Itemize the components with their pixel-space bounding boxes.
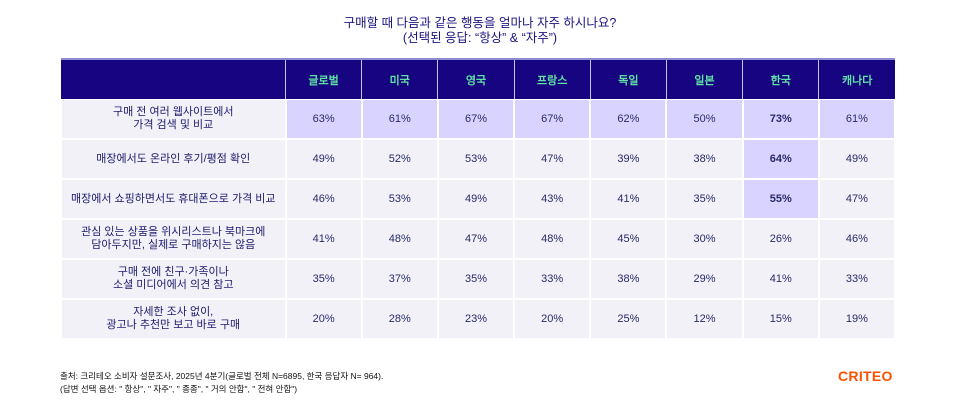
row-label: 매장에서도 온라인 후기/평점 확인 [60,138,287,180]
row-label-line: 매장에서도 온라인 후기/평점 확인 [96,152,251,165]
value-cell: 67% [513,99,592,140]
value-cell: 35% [436,258,516,300]
value-cell: 64% [741,138,820,180]
value-cell: 55% [741,178,820,220]
value-cell: 49% [284,138,363,180]
value-cell: 41% [284,218,363,260]
row-label: 구매 전 여러 웹사이트에서 가격 검색 및 비교 [60,99,287,140]
column-header: 일본 [665,58,743,100]
header-empty [61,58,286,100]
column-header: 프랑스 [513,58,591,100]
table-row: 자세한 조사 없이, 광고나 추천만 보고 바로 구매 20% 28% 23% 20% 25… [60,298,897,340]
row-label-line: 가격 검색 및 비교 [133,119,214,131]
column-header: 독일 [589,58,667,100]
value-cell: 20% [513,298,592,340]
table-row: 구매 전에 친구·가족이나 소셜 미디어에서 의견 참고 35% 37% 35% 33% 3… [60,258,897,300]
value-cell: 33% [817,258,897,300]
value-cell: 41% [741,258,820,300]
value-cell: 48% [513,218,592,260]
value-cell: 33% [513,258,592,300]
column-header: 한국 [742,58,819,100]
row-label-line: 구매 전에 친구·가족이나 [117,266,229,278]
title-line: 구매할 때 다음과 같은 행동을 얼마나 자주 하시나요? [343,16,617,30]
value-cell: 53% [360,178,439,220]
row-label-line: 관심 있는 상품을 위시리스트나 북마크에 [81,226,266,238]
column-header: 미국 [361,58,438,100]
value-cell: 73% [741,99,820,140]
footnote-source: 출처: 크리테오 소비자 설문조사, 2025년 4분기(글로벌 전체 N=68… [60,371,384,381]
value-cell: 35% [284,258,363,300]
chart-title: 구매할 때 다음과 같은 행동을 얼마나 자주 하시나요? (선택된 응답: “… [0,16,960,46]
value-cell: 41% [589,178,668,220]
column-header: 글로벌 [284,58,362,100]
value-cell: 47% [436,218,516,260]
row-label: 자세한 조사 없이, 광고나 추천만 보고 바로 구매 [60,298,287,340]
value-cell: 50% [665,99,744,140]
table-row: 매장에서도 온라인 후기/평점 확인 49% 52% 53% 47% 39% 38% 64% 4… [60,138,897,180]
value-cell: 25% [589,298,668,340]
row-label-line: 자세한 조사 없이, [133,306,214,318]
value-cell: 43% [513,178,592,220]
row-label-line: 구매 전 여러 웹사이트에서 [113,106,234,118]
value-cell: 47% [817,178,897,220]
table-row: 구매 전 여러 웹사이트에서 가격 검색 및 비교 63% 61% 67% 67% 62% 5… [60,99,897,140]
value-cell: 39% [589,138,668,180]
criteo-logo: CRITEO [838,368,893,384]
value-cell: 49% [436,178,516,220]
value-cell: 29% [665,258,744,300]
row-label: 매장에서 쇼핑하면서도 휴대폰으로 가격 비교 [60,178,287,220]
row-label-line: 담아두지만, 실제로 구매하지는 않음 [91,239,256,251]
value-cell: 38% [665,138,744,180]
table-row: 관심 있는 상품을 위시리스트나 북마크에 담아두지만, 실제로 구매하지는 않음… [60,218,897,260]
row-label: 구매 전에 친구·가족이나 소셜 미디어에서 의견 참고 [60,258,287,300]
value-cell: 53% [436,138,516,180]
value-cell: 49% [817,138,897,180]
value-cell: 23% [436,298,516,340]
row-label: 관심 있는 상품을 위시리스트나 북마크에 담아두지만, 실제로 구매하지는 않음 [60,218,287,260]
row-label-line: 매장에서 쇼핑하면서도 휴대폰으로 가격 비교 [70,192,276,205]
value-cell: 61% [360,99,439,140]
table-row: 매장에서 쇼핑하면서도 휴대폰으로 가격 비교 46% 53% 49% 43% 41% 35… [60,178,897,220]
value-cell: 62% [589,99,668,140]
subtitle-line: (선택된 응답: “항상” & “자주”) [402,31,558,45]
value-cell: 20% [284,298,363,340]
data-table: 글로벌 미국 영국 프랑스 독일 일본 한국 캐나다 구매 전 여러 웹사이트에서 가격 검색 … [60,58,897,340]
value-cell: 26% [741,218,820,260]
header-row: 글로벌 미국 영국 프랑스 독일 일본 한국 캐나다 [61,58,895,100]
value-cell: 38% [589,258,668,300]
footnote-options: (답변 선택 옵션: " 항상", " 자주", " 종종", " 거의 안함"… [60,384,298,394]
value-cell: 46% [284,178,363,220]
row-label-line: 소셜 미디어에서 의견 참고 [113,279,234,291]
value-cell: 30% [665,218,744,260]
value-cell: 28% [360,298,439,340]
value-cell: 48% [360,218,439,260]
value-cell: 63% [284,99,363,140]
value-cell: 45% [589,218,668,260]
value-cell: 19% [817,298,897,340]
row-label-line: 광고나 추천만 보고 바로 구매 [106,319,241,331]
value-cell: 15% [741,298,820,340]
value-cell: 12% [665,298,744,340]
value-cell: 61% [817,99,897,140]
value-cell: 67% [436,99,516,140]
value-cell: 52% [360,138,439,180]
column-header: 영국 [437,58,515,100]
value-cell: 37% [360,258,439,300]
value-cell: 46% [817,218,897,260]
column-header: 캐나다 [818,58,895,100]
value-cell: 35% [665,178,744,220]
value-cell: 47% [513,138,592,180]
footnote: 출처: 크리테오 소비자 설문조사, 2025년 4분기(글로벌 전체 N=68… [60,370,383,396]
